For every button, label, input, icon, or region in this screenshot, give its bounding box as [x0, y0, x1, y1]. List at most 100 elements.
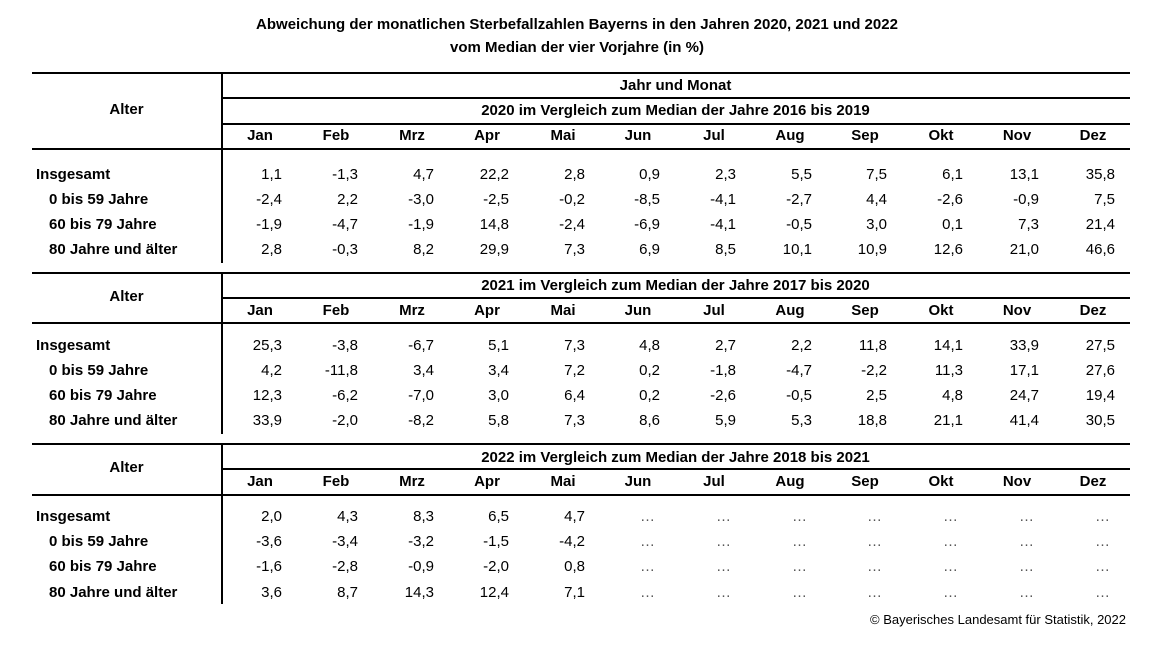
month-header-aug: Aug — [775, 473, 805, 490]
month-header-bottom-rule — [32, 494, 1130, 496]
section-top-rule — [32, 272, 1130, 274]
month-header-mrz: Mrz — [399, 127, 425, 144]
table-cell: 8,5 — [715, 241, 736, 258]
table-cell: 14,1 — [933, 337, 963, 354]
table-cell: -2,8 — [332, 558, 358, 575]
table-cell: 6,1 — [942, 166, 963, 183]
row-label: 0 bis 59 Jahre — [49, 362, 149, 379]
table-cell: 4,4 — [866, 191, 887, 208]
month-header-jul: Jul — [703, 302, 725, 319]
table-cell: -2,4 — [256, 191, 282, 208]
table-cell: -6,2 — [332, 387, 358, 404]
table-cell: 12,6 — [933, 241, 963, 258]
table-cell: 7,3 — [564, 337, 585, 354]
table-cell: -3,4 — [332, 533, 358, 550]
table-cell: … — [943, 533, 958, 550]
table-cell: 8,3 — [413, 508, 434, 525]
table-cell: 35,8 — [1085, 166, 1115, 183]
table-cell: … — [716, 558, 731, 575]
month-header-dez: Dez — [1079, 473, 1107, 490]
table-cell: 11,3 — [934, 362, 963, 379]
table-cell: 13,1 — [1009, 166, 1039, 183]
table-cell: -2,4 — [559, 216, 585, 233]
table-cell: 0,9 — [639, 166, 660, 183]
table-cell: … — [1019, 508, 1034, 525]
table-cell: … — [867, 533, 882, 550]
table-cell: … — [943, 558, 958, 575]
table-cell: -7,0 — [408, 387, 434, 404]
table-cell: 7,5 — [1094, 191, 1115, 208]
table-cell: -1,6 — [256, 558, 282, 575]
month-header-sep: Sep — [851, 127, 879, 144]
table-cell: 2,3 — [715, 166, 736, 183]
table-cell: 4,7 — [413, 166, 434, 183]
month-header-sep: Sep — [851, 302, 879, 319]
table-cell: -1,9 — [256, 216, 282, 233]
table-cell: 4,8 — [639, 337, 660, 354]
table-cell: 6,4 — [564, 387, 585, 404]
row-label: 80 Jahre und älter — [49, 584, 178, 601]
table-cell: 2,0 — [261, 508, 282, 525]
table-cell: 24,7 — [1009, 387, 1039, 404]
table-cell: -8,5 — [634, 191, 660, 208]
table-cell: 3,4 — [488, 362, 509, 379]
table-cell: -2,7 — [786, 191, 812, 208]
table-cell: 0,1 — [942, 216, 963, 233]
table-cell: 7,3 — [564, 241, 585, 258]
table-cell: 5,9 — [715, 412, 736, 429]
row-label: 0 bis 59 Jahre — [49, 533, 149, 550]
table-cell: 0,2 — [639, 362, 660, 379]
table-cell: 27,6 — [1085, 362, 1115, 379]
month-header-jun: Jun — [624, 302, 652, 319]
month-header-mai: Mai — [550, 127, 576, 144]
table-cell: 12,4 — [479, 584, 509, 601]
table-cell: 3,0 — [866, 216, 887, 233]
table-cell: 0,8 — [564, 558, 585, 575]
month-header-dez: Dez — [1079, 302, 1107, 319]
table-cell: 33,9 — [252, 412, 282, 429]
month-header-apr: Apr — [474, 127, 500, 144]
table-cell: … — [1095, 584, 1110, 601]
month-header-feb: Feb — [322, 473, 350, 490]
month-header-aug: Aug — [775, 127, 805, 144]
table-cell: 19,4 — [1085, 387, 1115, 404]
month-header-nov: Nov — [1002, 127, 1032, 144]
table-cell: 2,8 — [261, 241, 282, 258]
alter-header: Alter — [109, 459, 144, 476]
alter-header: Alter — [109, 288, 144, 305]
row-label: Insgesamt — [36, 508, 111, 525]
table-cell: 7,5 — [866, 166, 887, 183]
table-cell: 21,1 — [933, 412, 963, 429]
table-cell: 17,1 — [1009, 362, 1039, 379]
row-label: 60 bis 79 Jahre — [49, 558, 157, 575]
table-cell: 10,9 — [857, 241, 887, 258]
month-header-okt: Okt — [928, 473, 954, 490]
table-cell: 12,3 — [252, 387, 282, 404]
row-label: 80 Jahre und älter — [49, 412, 178, 429]
table-cell: 2,8 — [564, 166, 585, 183]
table-cell: 2,2 — [791, 337, 812, 354]
table-cell: -4,1 — [710, 191, 736, 208]
table-cell: 4,7 — [564, 508, 585, 525]
table-cell: 0,2 — [639, 387, 660, 404]
month-header-jan: Jan — [247, 473, 273, 490]
table-cell: 5,3 — [791, 412, 812, 429]
table-cell: -0,9 — [1013, 191, 1039, 208]
table-cell: -3,6 — [256, 533, 282, 550]
table-cell: 2,7 — [715, 337, 736, 354]
table-cell: 46,6 — [1085, 241, 1115, 258]
table-cell: -2,2 — [861, 362, 887, 379]
table-cell: … — [867, 558, 882, 575]
table-cell: 14,8 — [479, 216, 509, 233]
copyright-footer: © Bayerisches Landesamt für Statistik, 2… — [870, 612, 1126, 627]
table-cell: … — [1019, 584, 1034, 601]
month-header-jan: Jan — [247, 127, 273, 144]
table-cell: -2,6 — [710, 387, 736, 404]
table-cell: 29,9 — [479, 241, 509, 258]
month-header-mrz: Mrz — [399, 473, 425, 490]
table-cell: 2,5 — [866, 387, 887, 404]
table-cell: -1,3 — [332, 166, 358, 183]
month-header-apr: Apr — [474, 302, 500, 319]
month-header-jul: Jul — [703, 473, 725, 490]
column-divider — [221, 72, 223, 263]
